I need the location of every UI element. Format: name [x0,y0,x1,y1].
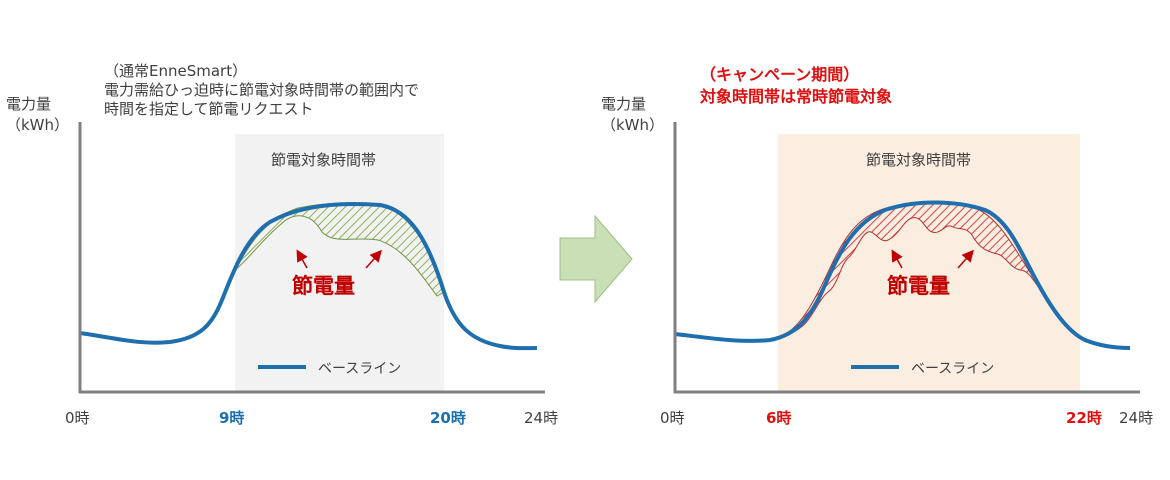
left-tick-band-end: 20時 [430,409,466,427]
left-saving-area [234,202,445,297]
right-tick-end: 24時 [1119,409,1154,427]
right-saving-arrow-1 [891,249,903,269]
right-tick-start: 0時 [660,409,685,427]
left-note-line2: 電力需給ひっ迫時に節電対象時間帯の範囲内で [104,81,420,99]
right-tick-band-end: 22時 [1066,409,1102,427]
left-baseline-curve [79,202,538,351]
left-y-axis-title-line2: （kWh） [6,116,70,134]
right-y-axis-title: 電力量 （kWh） [601,94,664,136]
right-baseline-curve [674,200,1131,350]
left-band-label: 節電対象時間帯 [271,151,377,169]
left-target-band [235,134,444,392]
left-y-axis-title: 電力量 （kWh） [6,94,69,136]
right-band-label: 節電対象時間帯 [866,151,972,169]
right-campaign-line1: （キャンペーン期間） [700,65,860,84]
left-saving-arrow-2 [365,249,382,269]
left-legend-label: ベースライン [318,361,402,377]
right-y-axis-title-line1: 電力量 [601,95,647,113]
right-arrow-icon [559,214,633,304]
left-note: （通常EnneSmart） 電力需給ひっ迫時に節電対象時間帯の範囲内で 時間を指… [104,62,419,119]
right-y-axis-title-line2: （kWh） [601,116,665,134]
right-campaign-note: （キャンペーン期間） 対象時間帯は常時節電対象 [700,64,892,108]
left-tick-end: 24時 [524,409,559,427]
right-campaign-line2: 対象時間帯は常時節電対象 [700,87,893,106]
right-saving-label: 節電量 [887,274,950,298]
left-tick-start: 0時 [65,409,90,427]
left-saving-arrow-1 [296,249,308,269]
left-note-line1: （通常EnneSmart） [104,62,248,80]
left-saving-label: 節電量 [292,274,355,298]
right-target-band [778,134,1080,392]
right-tick-band-start: 6時 [766,409,792,427]
right-saving-arrow-2 [957,249,974,269]
left-y-axis-title-line1: 電力量 [6,95,52,113]
right-legend-label: ベースライン [911,361,995,377]
left-tick-band-start: 9時 [219,409,245,427]
left-note-line3: 時間を指定して節電リクエスト [104,100,314,118]
